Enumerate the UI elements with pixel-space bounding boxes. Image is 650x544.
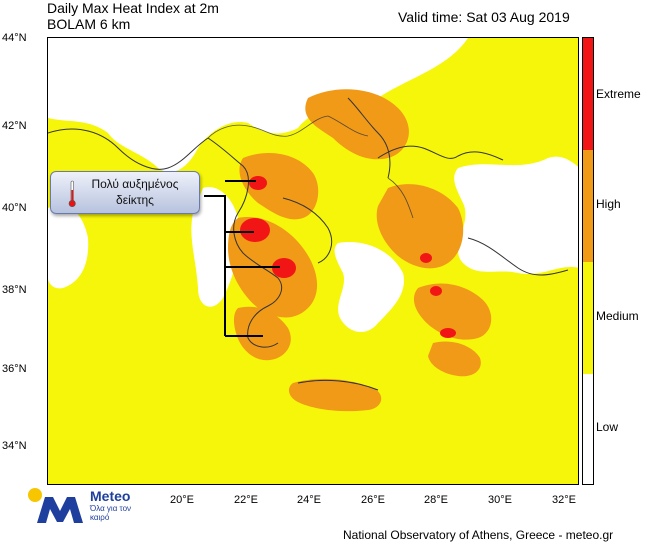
legend-swatch-extreme xyxy=(583,38,593,150)
lat-label-42: 42°N xyxy=(2,120,27,132)
lon-label-26: 26°E xyxy=(361,494,385,506)
lon-label-32: 32°E xyxy=(552,494,576,506)
high-area-north xyxy=(305,89,409,160)
lat-label-44: 44°N xyxy=(2,32,27,44)
legend-colorbar xyxy=(582,37,594,485)
thermometer-icon xyxy=(68,180,76,207)
lon-label-24: 24°E xyxy=(297,494,321,506)
heat-index-map xyxy=(47,37,579,485)
high-area-macedonia xyxy=(239,153,319,220)
low-area-turkey xyxy=(454,156,578,274)
coastlines xyxy=(48,97,569,391)
lat-label-34: 34°N xyxy=(2,440,27,452)
model-label: BOLAM 6 km xyxy=(47,16,131,32)
valid-time: Valid time: Sat 03 Aug 2019 xyxy=(398,9,570,25)
map-canvas xyxy=(48,38,578,412)
extreme-spot-turkey-2 xyxy=(430,286,442,296)
high-area-turkey-south xyxy=(413,283,492,340)
lon-label-28: 28°E xyxy=(424,494,448,506)
low-area-aegean xyxy=(334,242,404,333)
legend-swatch-low xyxy=(583,374,593,484)
lon-label-30: 30°E xyxy=(488,494,512,506)
heat-warning-callout: Πολύ αυξημένος δείκτης xyxy=(50,171,200,214)
high-area-rhodes xyxy=(428,341,481,377)
lat-label-40: 40°N xyxy=(2,202,27,214)
legend-swatch-medium xyxy=(583,262,593,374)
high-area-turkey-west xyxy=(376,184,464,269)
high-area-crete xyxy=(288,378,382,412)
callout-leaders xyxy=(204,180,280,337)
extreme-spot-thessaly xyxy=(240,218,270,242)
extreme-spot-rhodes xyxy=(440,328,456,338)
meteo-logo xyxy=(28,488,83,523)
low-area-adriatic xyxy=(48,204,89,289)
legend-swatch-high xyxy=(583,150,593,262)
footer-credit: National Observatory of Athens, Greece -… xyxy=(343,528,614,542)
legend-label-high: High xyxy=(596,197,621,211)
high-area-peloponnese xyxy=(233,306,291,361)
lon-label-20: 20°E xyxy=(170,494,194,506)
lat-label-36: 36°N xyxy=(2,363,27,375)
logo-tagline: Όλα για τον καιρό xyxy=(90,504,132,522)
extreme-spot-turkey-1 xyxy=(420,253,432,263)
low-area-balkans xyxy=(48,38,468,172)
lon-label-22: 22°E xyxy=(234,494,258,506)
legend-label-medium: Medium xyxy=(596,309,639,323)
borders xyxy=(207,115,414,219)
callout-text: Πολύ αυξημένος δείκτης xyxy=(91,177,179,207)
low-area-greece-west xyxy=(191,187,240,307)
extreme-spot-attica xyxy=(272,258,296,278)
legend-label-low: Low xyxy=(596,420,619,434)
lat-label-38: 38°N xyxy=(2,284,27,296)
extreme-spot-north xyxy=(249,176,267,190)
title: Daily Max Heat Index at 2m xyxy=(47,0,219,16)
legend-label-extreme: Extreme xyxy=(596,87,641,101)
logo-brand: Meteo xyxy=(90,488,131,504)
